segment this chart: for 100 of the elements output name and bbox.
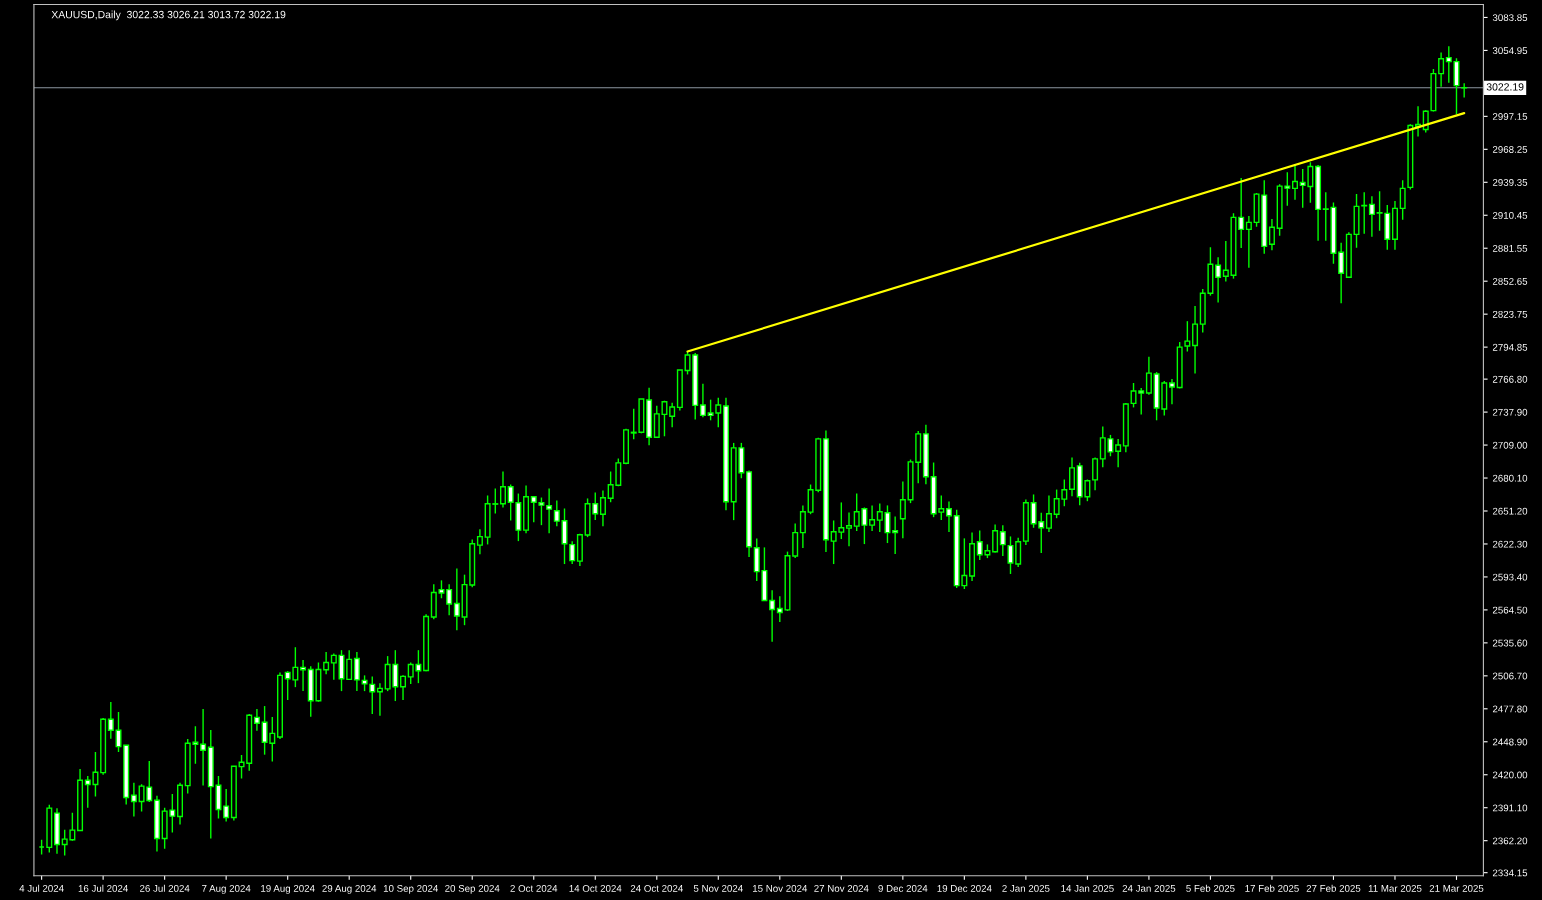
candlestick	[1368, 195, 1375, 238]
candlestick	[569, 540, 576, 565]
x-tick-label: 11 Mar 2025	[1368, 884, 1422, 892]
x-tick-label: 2 Oct 2024	[510, 884, 558, 892]
x-tick-label: 17 Feb 2025	[1245, 884, 1299, 892]
x-tick-label: 5 Nov 2024	[693, 884, 743, 892]
candlestick	[1292, 164, 1299, 201]
candlestick	[561, 507, 568, 565]
x-tick-label: 19 Dec 2024	[937, 884, 992, 892]
candlestick	[1015, 536, 1022, 568]
y-tick-label: 2997.15	[1492, 113, 1528, 120]
candlestick	[669, 401, 676, 428]
x-tick-label: 26 Jul 2024	[140, 884, 190, 892]
candlestick	[130, 782, 137, 818]
candlestick	[1268, 218, 1275, 252]
y-tick-label: 2881.55	[1492, 244, 1528, 252]
y-tick-label: 2391.10	[1492, 804, 1528, 812]
y-tick-label: 2448.90	[1492, 738, 1528, 746]
candlestick	[1215, 256, 1222, 304]
x-tick-label: 24 Jan 2025	[1122, 884, 1176, 892]
y-tick-label: 2680.10	[1492, 474, 1528, 482]
candlestick	[1069, 456, 1076, 497]
y-tick-label: 2709.00	[1492, 441, 1528, 449]
y-tick-label: 3083.85	[1492, 14, 1528, 22]
y-tick-label: 2593.40	[1492, 573, 1528, 581]
y-tick-label: 3054.95	[1492, 47, 1528, 55]
x-tick-label: 10 Sep 2024	[383, 884, 438, 894]
x-tick-label: 7 Aug 2024	[202, 884, 251, 894]
x-tick-label: 9 Dec 2024	[878, 884, 928, 892]
candlestick	[1338, 241, 1345, 304]
candlestick	[253, 708, 260, 732]
candlestick	[1115, 438, 1122, 468]
x-tick-label: 14 Jan 2025	[1061, 884, 1114, 892]
x-tick-label: 24 Oct 2024	[630, 884, 683, 892]
y-tick-label: 2506.70	[1492, 672, 1528, 680]
candlestick	[200, 708, 207, 787]
candlestick	[892, 515, 899, 555]
candlestick	[330, 652, 337, 681]
candlestick	[1092, 456, 1099, 491]
candlestick	[1045, 494, 1052, 533]
y-tick-label: 2737.90	[1492, 408, 1528, 416]
candlestick	[992, 523, 999, 554]
candlestick	[223, 788, 230, 823]
candlestick	[699, 382, 706, 419]
x-tick-label: 15 Nov 2024	[752, 884, 808, 892]
x-tick-label: 27 Nov 2024	[814, 884, 869, 892]
y-tick-label: 2823.75	[1492, 310, 1528, 318]
candlestick	[353, 651, 360, 692]
candlestick	[899, 480, 906, 539]
y-tick-label: 2939.35	[1492, 179, 1528, 186]
y-tick-label: 2910.45	[1492, 211, 1528, 219]
y-tick-label: 2651.20	[1492, 507, 1528, 515]
candlestick	[1238, 177, 1245, 249]
x-tick-label: 2 Jan 2025	[1002, 884, 1050, 892]
candlestick	[476, 528, 483, 556]
y-tick-label: 2968.25	[1492, 146, 1528, 153]
candlestick	[769, 589, 776, 643]
x-tick-label: 16 Jul 2024	[78, 884, 128, 892]
x-tick-label: 29 Aug 2024	[322, 884, 377, 894]
candlestick	[553, 499, 560, 527]
text: XAUUSD,Daily 3022.33 3026.21 3013.72 3022.19	[51, 10, 286, 21]
candlestick	[869, 504, 876, 532]
candlestick	[846, 511, 853, 547]
ref-line-label: 3022.19	[1486, 83, 1524, 91]
candlestick	[1145, 356, 1152, 396]
candlestick	[1245, 215, 1252, 269]
x-tick-label: 14 Oct 2024	[569, 884, 622, 892]
x-tick-label: 19 Aug 2024	[261, 884, 315, 894]
candlestick	[546, 487, 553, 534]
y-tick-label: 2766.80	[1492, 375, 1528, 383]
x-tick-label: 4 Jul 2024	[19, 884, 64, 892]
y-tick-label: 2622.30	[1492, 540, 1528, 548]
y-tick-label: 2564.50	[1492, 606, 1528, 614]
y-tick-label: 2794.85	[1492, 343, 1528, 351]
x-tick-label: 5 Feb 2025	[1186, 884, 1235, 892]
candlestick	[799, 504, 806, 549]
candlestick	[376, 682, 383, 717]
candlestick	[323, 651, 330, 675]
candlestick	[1007, 535, 1014, 575]
candlestick	[446, 583, 453, 616]
candlestick	[1399, 179, 1406, 221]
x-tick-label: 27 Feb 2025	[1306, 884, 1361, 892]
candlestick	[499, 470, 506, 509]
candlestick	[599, 489, 606, 527]
candlestick	[107, 701, 114, 740]
candlestick	[945, 500, 952, 533]
candlestick	[400, 674, 407, 701]
y-tick-label: 2334.15	[1492, 869, 1528, 877]
candlestick	[453, 567, 460, 631]
candlestick	[1168, 378, 1175, 406]
y-tick-label: 2362.20	[1492, 837, 1528, 845]
y-tick-label: 2535.60	[1492, 639, 1528, 647]
y-tick-label: 2420.00	[1492, 771, 1528, 779]
x-tick-label: 20 Sep 2024	[445, 884, 500, 894]
candlestick	[1192, 305, 1199, 375]
y-tick-label: 2477.80	[1492, 705, 1528, 713]
y-tick-label: 2852.65	[1492, 277, 1528, 285]
x-tick-label: 21 Mar 2025	[1429, 884, 1484, 892]
candlestick	[999, 524, 1006, 557]
candlestick	[1438, 51, 1445, 88]
